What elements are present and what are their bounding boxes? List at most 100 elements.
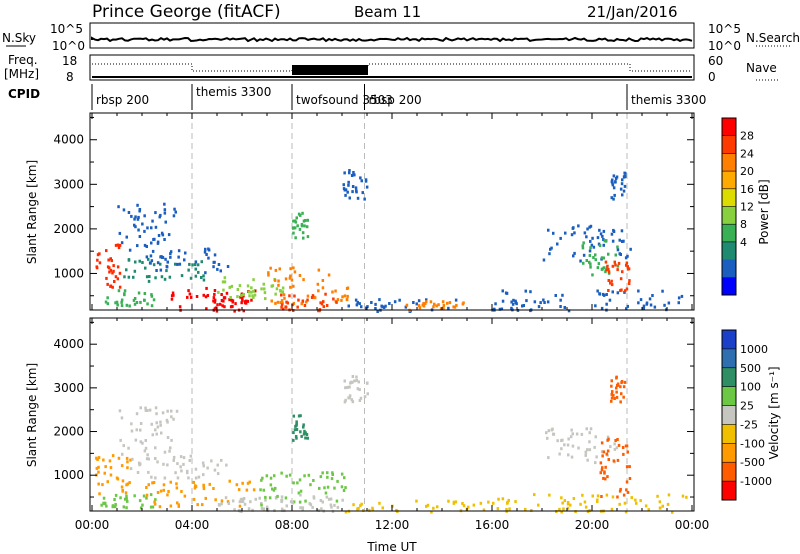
range-gate-cell	[461, 502, 464, 505]
range-gate-cell	[343, 400, 347, 404]
range-gate-cell	[98, 261, 102, 265]
range-gate-cell	[205, 253, 208, 256]
range-gate-cell	[188, 292, 192, 296]
range-gate-cell	[143, 243, 147, 247]
range-gate-cell	[106, 480, 109, 484]
range-gate-cell	[147, 470, 150, 474]
colorbar-swatch	[722, 277, 736, 296]
range-gate-cell	[130, 429, 134, 433]
range-gate-cell	[202, 293, 205, 297]
range-gate-cell	[125, 456, 129, 460]
range-gate-cell	[521, 304, 524, 308]
range-gate-cell	[529, 290, 532, 294]
range-gate-cell	[156, 425, 160, 429]
range-gate-cell	[221, 280, 225, 284]
range-gate-cell	[616, 248, 620, 252]
range-gate-cell	[169, 446, 172, 450]
range-gate-cell	[630, 496, 633, 500]
range-gate-cell	[566, 443, 570, 447]
range-gate-cell	[222, 288, 225, 292]
range-gate-cell	[298, 227, 302, 231]
nsky-panel: N.Sky 10^5 10^0 10^5 10^0 N.Search	[2, 22, 800, 53]
range-gate-cell	[150, 294, 154, 298]
range-gate-cell	[141, 503, 144, 507]
range-gate-cell	[658, 500, 662, 504]
range-gate-cell	[321, 279, 325, 282]
range-gate-cell	[559, 236, 562, 240]
range-gate-cell	[585, 259, 588, 262]
range-gate-cell	[350, 398, 354, 402]
range-gate-cell	[114, 493, 118, 497]
range-gate-cell	[156, 261, 160, 265]
range-gate-cell	[172, 417, 175, 421]
scatter-region	[259, 471, 347, 507]
range-gate-cell	[213, 300, 217, 304]
range-gate-cell	[508, 507, 511, 511]
range-gate-cell	[512, 298, 515, 302]
colorbar-tick-label: 20	[740, 165, 754, 178]
range-gate-cell	[150, 422, 153, 426]
range-gate-cell	[342, 187, 346, 191]
range-gate-cell	[533, 493, 536, 497]
range-gate-cell	[452, 305, 455, 309]
range-gate-cell	[166, 463, 169, 467]
colorbar-swatch	[722, 135, 736, 154]
range-gate-cell	[230, 298, 233, 302]
range-gate-cell	[539, 301, 542, 305]
range-gate-cell	[360, 179, 363, 183]
range-gate-cell	[118, 409, 122, 413]
range-gate-cell	[207, 247, 210, 251]
range-gate-cell	[118, 285, 122, 289]
range-gate-cell	[113, 280, 116, 283]
range-gate-cell	[333, 486, 336, 490]
range-gate-cell	[228, 285, 231, 289]
range-gate-cell	[625, 465, 629, 469]
range-gate-cell	[173, 207, 176, 211]
range-gate-cell	[299, 506, 302, 510]
scatter-region	[542, 224, 632, 263]
range-gate-cell	[371, 506, 374, 510]
range-gate-cell	[623, 184, 627, 188]
range-gate-cell	[200, 276, 203, 279]
range-gate-cell	[95, 456, 98, 460]
range-gate-cell	[593, 445, 596, 449]
range-gate-cell	[285, 504, 288, 508]
range-gate-cell	[189, 454, 193, 458]
range-gate-cell	[249, 500, 252, 504]
range-gate-cell	[139, 428, 142, 432]
range-gate-cell	[680, 294, 684, 298]
range-gate-cell	[158, 215, 161, 219]
range-gate-cell	[435, 304, 438, 308]
range-gate-cell	[604, 465, 607, 469]
range-gate-cell	[559, 305, 562, 308]
colorbar-swatch	[722, 330, 736, 350]
range-gate-cell	[228, 298, 231, 302]
range-gate-cell	[626, 490, 630, 494]
range-gate-cell	[340, 298, 343, 302]
range-gate-cell	[617, 261, 621, 265]
range-gate-cell	[134, 438, 138, 442]
range-gate-cell	[95, 466, 99, 470]
range-gate-cell	[319, 499, 323, 502]
range-gate-cell	[202, 487, 206, 491]
range-gate-cell	[649, 303, 653, 307]
range-gate-cell	[612, 228, 615, 232]
range-gate-cell	[177, 255, 180, 259]
scatter-region	[342, 169, 369, 201]
range-gate-cell	[276, 300, 280, 304]
velocity-colorbar-label: Velocity [m s⁻¹]	[767, 366, 781, 459]
range-gate-cell	[120, 416, 124, 420]
range-gate-cell	[281, 290, 285, 294]
range-gate-cell	[263, 287, 266, 291]
range-gate-cell	[129, 467, 133, 471]
colorbar-swatch	[722, 348, 736, 369]
range-gate-cell	[634, 498, 637, 502]
range-gate-cell	[116, 277, 120, 281]
range-gate-cell	[546, 436, 549, 440]
range-gate-cell	[274, 301, 277, 305]
range-gate-cell	[150, 293, 153, 297]
range-gate-cell	[201, 461, 205, 465]
range-gate-cell	[351, 380, 354, 384]
range-gate-cell	[282, 293, 286, 297]
